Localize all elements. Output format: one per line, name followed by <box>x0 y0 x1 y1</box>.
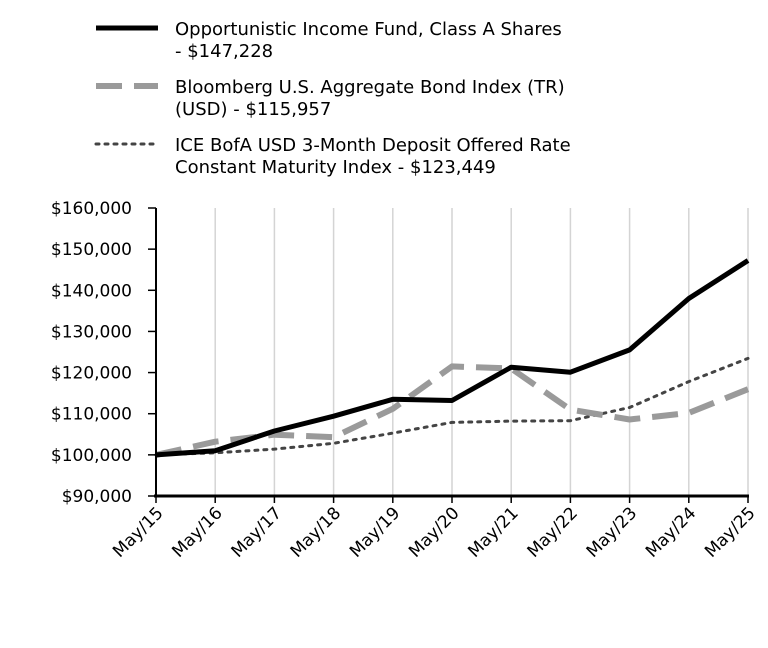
series-line-2 <box>154 356 750 457</box>
legend-label-1-line-0: Bloomberg U.S. Aggregate Bond Index (TR) <box>175 77 565 98</box>
series-line-0 <box>155 258 750 458</box>
chart-axes <box>148 207 749 503</box>
y-tick-label: $100,000 <box>51 446 132 466</box>
y-tick-label: $110,000 <box>51 405 132 425</box>
x-tick-label: May/22 <box>524 503 582 561</box>
chart-legend: Opportunistic Income Fund, Class A Share… <box>94 19 571 178</box>
x-tick-label: May/17 <box>228 503 286 561</box>
y-tick-label: $90,000 <box>62 487 132 507</box>
x-axis-tick-labels: May/15 May/16 May/17 May/18 May/19 May/20 May/… <box>109 503 759 561</box>
y-tick-label: $130,000 <box>51 322 132 342</box>
x-tick-label: May/21 <box>464 503 522 561</box>
x-tick-label: May/23 <box>583 503 641 561</box>
y-tick-label: $140,000 <box>51 281 132 301</box>
y-axis-tick-labels: $90,000 $100,000 $110,000 $120,000 $130,000 $… <box>51 199 132 507</box>
legend-label-1-line-1: (USD) - $115,957 <box>175 99 331 120</box>
x-tick-label: May/16 <box>168 503 226 561</box>
x-tick-label: May/15 <box>109 503 167 561</box>
x-tick-label: May/25 <box>701 503 759 561</box>
vertical-gridlines <box>214 208 749 496</box>
legend-label-2-line-1: Constant Maturity Index - $123,449 <box>175 157 496 178</box>
legend-label-2-line-0: ICE BofA USD 3-Month Deposit Offered Rat… <box>175 135 571 156</box>
y-tick-label: $160,000 <box>51 199 132 219</box>
x-tick-label: May/20 <box>405 503 463 561</box>
y-tick-label: $120,000 <box>51 364 132 384</box>
x-tick-label: May/19 <box>346 503 404 561</box>
series-lines <box>154 258 750 458</box>
x-tick-label: May/24 <box>642 503 700 561</box>
y-tick-label: $150,000 <box>51 240 132 260</box>
x-tick-label: May/18 <box>287 503 345 561</box>
legend-label-0-line-0: Opportunistic Income Fund, Class A Share… <box>175 19 562 40</box>
legend-label-0-line-1: - $147,228 <box>175 41 273 62</box>
